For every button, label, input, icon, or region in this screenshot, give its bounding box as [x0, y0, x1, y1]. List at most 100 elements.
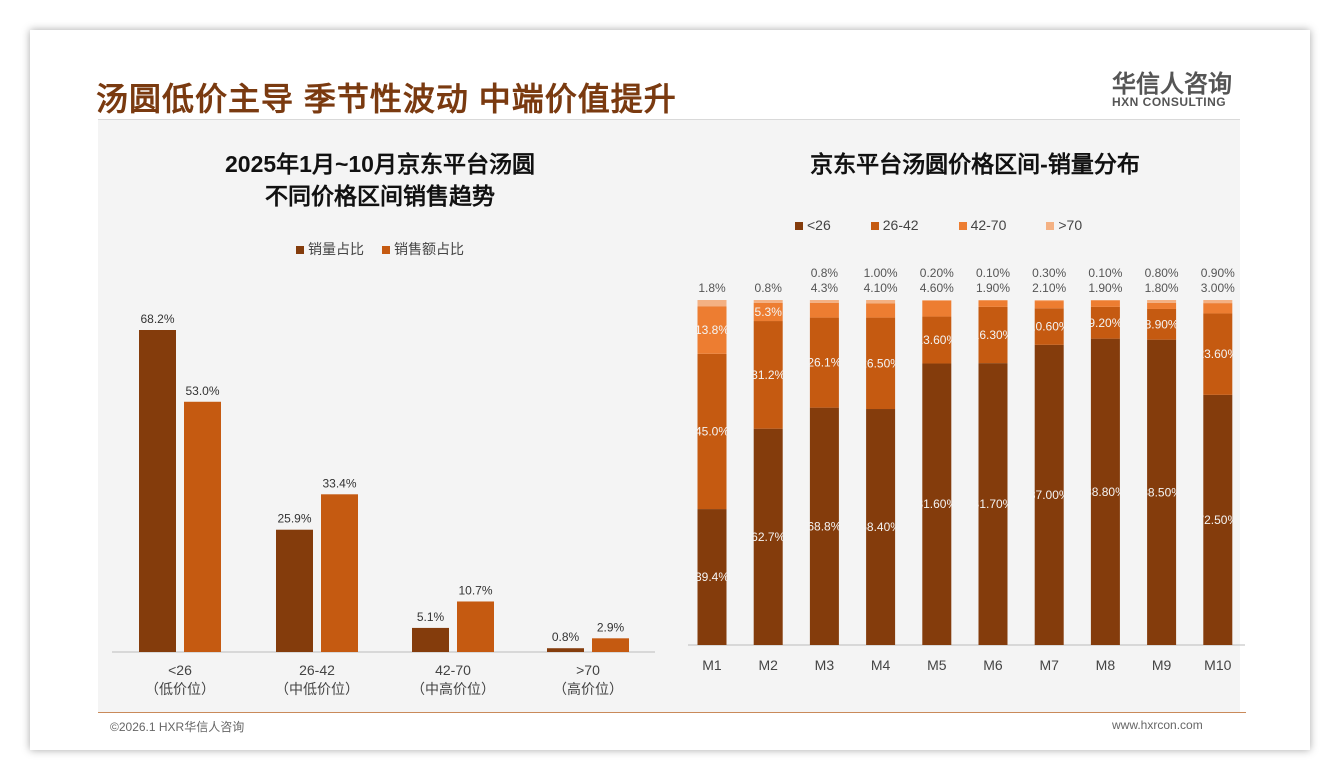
x-tick-label: M10	[1204, 657, 1231, 673]
stacked-bar-segment	[1147, 308, 1177, 340]
stacked-bar-segment	[753, 428, 783, 645]
data-label: 0.8%	[552, 630, 580, 644]
stacked-bar-segment	[1034, 308, 1064, 345]
stacked-bar-segment	[809, 317, 839, 408]
x-tick-label: <26	[168, 662, 192, 678]
data-label: 26.1%	[807, 356, 841, 370]
data-label: 0.30%	[1032, 266, 1066, 280]
x-tick-sublabel: （低价位）	[145, 681, 215, 697]
stacked-bar-segment	[866, 409, 896, 645]
data-label: 0.90%	[1201, 266, 1235, 280]
stacked-bar-segment	[1203, 313, 1233, 395]
bar-sales-value	[592, 638, 629, 652]
stacked-bar-segment	[753, 302, 783, 322]
divider	[98, 119, 1240, 120]
legend-label: 销量占比	[308, 241, 364, 257]
data-label: 0.20%	[920, 266, 954, 280]
legend-label: >70	[1058, 217, 1083, 233]
x-tick-label: M3	[815, 657, 835, 673]
stacked-bar-segment	[697, 300, 727, 307]
legend-item: >70	[1046, 217, 1082, 233]
left-title-line2: 不同价格区间销售趋势	[265, 183, 495, 209]
bar-sales-value	[457, 601, 494, 652]
stacked-bar-segment	[866, 300, 896, 304]
stacked-bar-segment	[866, 317, 896, 410]
bar-volume	[547, 648, 584, 652]
data-label: 1.00%	[864, 266, 898, 280]
data-label: 81.60%	[916, 497, 957, 511]
legend-item: 销售额占比	[382, 239, 464, 259]
data-label: 4.3%	[811, 281, 839, 295]
data-label: 8.90%	[1145, 317, 1179, 331]
data-label: 0.8%	[811, 266, 839, 280]
data-label: 5.3%	[755, 305, 783, 319]
stacked-bar-segment	[697, 306, 727, 354]
stacked-bar-segment	[1090, 300, 1120, 307]
left-legend: 销量占比 销售额占比	[296, 239, 464, 259]
x-tick-label: M4	[871, 657, 891, 673]
x-tick-label: M7	[1039, 657, 1059, 673]
x-tick-label: 42-70	[435, 662, 471, 678]
data-label: 4.10%	[864, 281, 898, 295]
data-label: 45.0%	[695, 424, 729, 438]
stacked-bar-segment	[809, 302, 839, 318]
x-tick-label: >70	[576, 662, 600, 678]
data-label: 81.70%	[973, 497, 1014, 511]
footer-divider	[98, 712, 1246, 713]
data-label: 31.2%	[751, 368, 785, 382]
stacked-bar-segment	[753, 300, 783, 303]
legend-label: 42-70	[970, 217, 1007, 233]
data-label: 1.90%	[976, 281, 1010, 295]
legend-label: <26	[807, 217, 831, 233]
x-tick-label: M9	[1152, 657, 1172, 673]
data-label: 1.8%	[698, 281, 726, 295]
stacked-bar-segment	[866, 303, 896, 318]
data-label: 68.8%	[807, 519, 841, 533]
data-label: 1.80%	[1145, 281, 1179, 295]
data-label: 0.10%	[976, 266, 1010, 280]
x-tick-label: M6	[983, 657, 1003, 673]
x-tick-label: 26-42	[299, 662, 335, 678]
stacked-bar-segment	[1203, 303, 1233, 314]
data-label: 9.20%	[1088, 316, 1122, 330]
stacked-bar-segment	[1147, 339, 1177, 645]
data-label: 13.60%	[916, 333, 957, 347]
data-label: 72.50%	[1197, 513, 1238, 527]
x-tick-sublabel: （中高价位）	[411, 681, 495, 697]
stacked-bar-segment	[809, 407, 839, 645]
data-label: 87.00%	[1029, 488, 1070, 502]
x-tick-sublabel: （中低价位）	[275, 681, 359, 697]
data-label: 62.7%	[751, 530, 785, 544]
data-label: 4.60%	[920, 281, 954, 295]
legend-item: 销量占比	[296, 239, 364, 259]
legend-label: 26-42	[882, 217, 919, 233]
data-label: 53.0%	[185, 384, 219, 398]
data-label: 68.2%	[140, 312, 174, 326]
left-title-line1: 2025年1月~10月京东平台汤圆	[225, 151, 535, 177]
data-label: 88.50%	[1141, 485, 1182, 499]
bar-sales-value	[321, 494, 358, 652]
stacked-bar-segment	[922, 363, 952, 645]
x-tick-label: M1	[702, 657, 722, 673]
data-label: 5.1%	[417, 610, 445, 624]
legend-item: <26	[795, 217, 831, 233]
stacked-bar-segment	[1034, 301, 1064, 309]
data-label: 13.8%	[695, 323, 729, 337]
x-tick-label: M5	[927, 657, 947, 673]
legend-label: 销售额占比	[394, 241, 464, 257]
x-tick-label: M2	[758, 657, 778, 673]
stacked-bar-segment	[922, 316, 952, 364]
stacked-bar-segment	[1034, 300, 1064, 302]
stacked-bar-segment	[922, 300, 952, 301]
bar-volume	[276, 529, 313, 652]
data-label: 2.10%	[1032, 281, 1066, 295]
data-label: 10.60%	[1029, 320, 1070, 334]
data-label: 3.00%	[1201, 281, 1235, 295]
website: www.hxrcon.com	[1112, 718, 1203, 732]
data-label: 0.8%	[755, 281, 783, 295]
stacked-bar-segment	[809, 300, 839, 303]
data-label: 16.30%	[973, 328, 1014, 342]
logo-subtitle: HXN CONSULTING	[1112, 95, 1227, 109]
data-label: 0.10%	[1088, 266, 1122, 280]
